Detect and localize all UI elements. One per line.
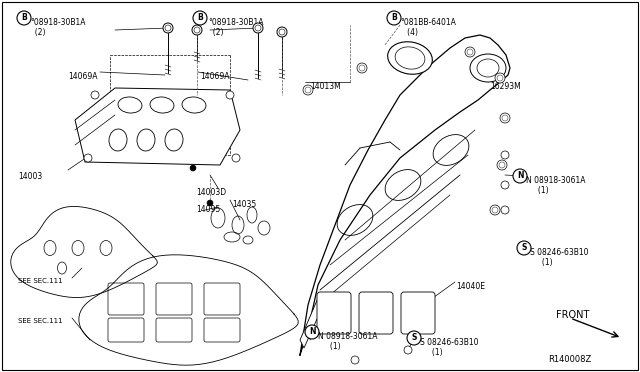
Circle shape (357, 63, 367, 73)
Text: B: B (21, 13, 27, 22)
Circle shape (500, 113, 510, 123)
Text: 14069A: 14069A (68, 72, 97, 81)
Text: 14013M: 14013M (310, 82, 340, 91)
Circle shape (303, 85, 313, 95)
Text: °081BB-6401A
   (4): °081BB-6401A (4) (400, 18, 456, 38)
Polygon shape (300, 298, 322, 348)
Text: 14095: 14095 (196, 205, 220, 214)
Circle shape (193, 11, 207, 25)
Text: FRONT: FRONT (556, 310, 589, 320)
Circle shape (232, 154, 240, 162)
Text: S: S (522, 244, 527, 253)
Circle shape (253, 23, 263, 33)
Text: N 08918-3061A
     (1): N 08918-3061A (1) (526, 176, 586, 195)
Polygon shape (300, 35, 510, 355)
Text: B: B (197, 13, 203, 22)
Circle shape (501, 206, 509, 214)
Text: B: B (391, 13, 397, 22)
Circle shape (226, 91, 234, 99)
Text: 14035: 14035 (232, 200, 256, 209)
Ellipse shape (388, 42, 433, 74)
Circle shape (305, 325, 319, 339)
Circle shape (495, 73, 505, 83)
Circle shape (501, 181, 509, 189)
FancyBboxPatch shape (401, 292, 435, 334)
Text: SEE SEC.111: SEE SEC.111 (18, 278, 63, 284)
Circle shape (84, 154, 92, 162)
Text: SEE SEC.111: SEE SEC.111 (18, 318, 63, 324)
Text: N: N (308, 327, 316, 337)
Circle shape (351, 356, 359, 364)
Circle shape (501, 151, 509, 159)
Circle shape (207, 200, 213, 206)
Text: N 08918-3061A
     (1): N 08918-3061A (1) (318, 332, 378, 352)
Circle shape (277, 27, 287, 37)
Circle shape (465, 47, 475, 57)
Text: R140008Z: R140008Z (548, 355, 591, 364)
Circle shape (17, 11, 31, 25)
Circle shape (497, 160, 507, 170)
Text: S 08246-63B10
     (1): S 08246-63B10 (1) (420, 338, 479, 357)
Text: °08918-30B1A
  (2): °08918-30B1A (2) (30, 18, 86, 38)
FancyBboxPatch shape (359, 292, 393, 334)
Polygon shape (75, 88, 240, 165)
Text: 14069A: 14069A (200, 72, 230, 81)
Circle shape (387, 11, 401, 25)
FancyBboxPatch shape (317, 292, 351, 334)
Circle shape (513, 169, 527, 183)
Ellipse shape (470, 54, 506, 82)
Text: 14003D: 14003D (196, 188, 226, 197)
Polygon shape (11, 206, 157, 298)
Text: 14040E: 14040E (456, 282, 485, 291)
Circle shape (91, 91, 99, 99)
Circle shape (192, 25, 202, 35)
Text: 16293M: 16293M (490, 82, 521, 91)
Text: °08918-30B1A
  (2): °08918-30B1A (2) (208, 18, 264, 38)
Circle shape (190, 165, 196, 171)
Text: 14003: 14003 (18, 172, 42, 181)
Polygon shape (79, 255, 298, 365)
Circle shape (518, 246, 526, 254)
Text: N: N (516, 171, 524, 180)
Circle shape (490, 205, 500, 215)
Circle shape (404, 346, 412, 354)
Circle shape (517, 241, 531, 255)
Circle shape (163, 23, 173, 33)
Circle shape (407, 331, 421, 345)
Text: S: S (412, 334, 417, 343)
Text: S 08246-63B10
     (1): S 08246-63B10 (1) (530, 248, 589, 267)
